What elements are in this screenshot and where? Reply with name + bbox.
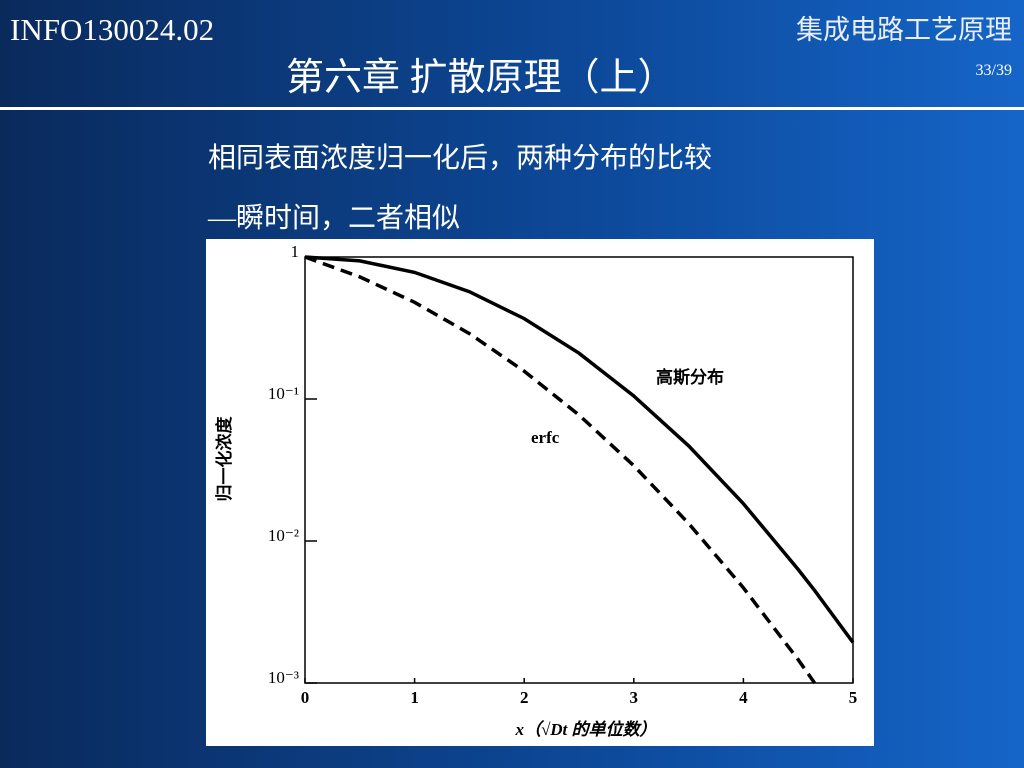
y-tick-label: 10⁻¹ [268, 384, 299, 403]
page-number: 33/39 [975, 62, 1012, 79]
separator [0, 107, 1024, 110]
x-tick-label: 3 [630, 688, 639, 707]
course-name: 集成电路工艺原理 [796, 15, 1012, 45]
body-text: —瞬时间，二者相似 [208, 203, 461, 234]
body-text: 相同表面浓度归一化后，两种分布的比较 [208, 143, 713, 174]
x-tick-label: 5 [849, 688, 858, 707]
x-tick-label: 0 [301, 688, 310, 707]
chart: 归一化浓度 x（√Dt 的单位数） 10⁻³ 10⁻² 10⁻¹ 1 0 1 2 3 4 5 高斯分… [206, 239, 874, 746]
x-tick-label: 1 [410, 688, 419, 707]
series-label: 高斯分布 [656, 367, 724, 387]
x-tick-label: 2 [520, 688, 529, 707]
x-tick-label: 4 [739, 688, 748, 707]
y-tick-label: 1 [291, 242, 300, 261]
course-code: INFO130024.02 [10, 12, 215, 47]
slide-title: 第六章 扩散原理（上） [286, 57, 676, 99]
plot-frame [304, 256, 854, 684]
series-label: erfc [531, 428, 560, 447]
series-line [304, 255, 817, 685]
series-line [304, 255, 855, 644]
y-tick-label: 10⁻² [268, 526, 299, 545]
y-tick-label: 10⁻³ [268, 668, 299, 687]
y-axis-label: 归一化浓度 [214, 416, 234, 502]
x-axis-label: x（√Dt 的单位数） [514, 720, 656, 739]
